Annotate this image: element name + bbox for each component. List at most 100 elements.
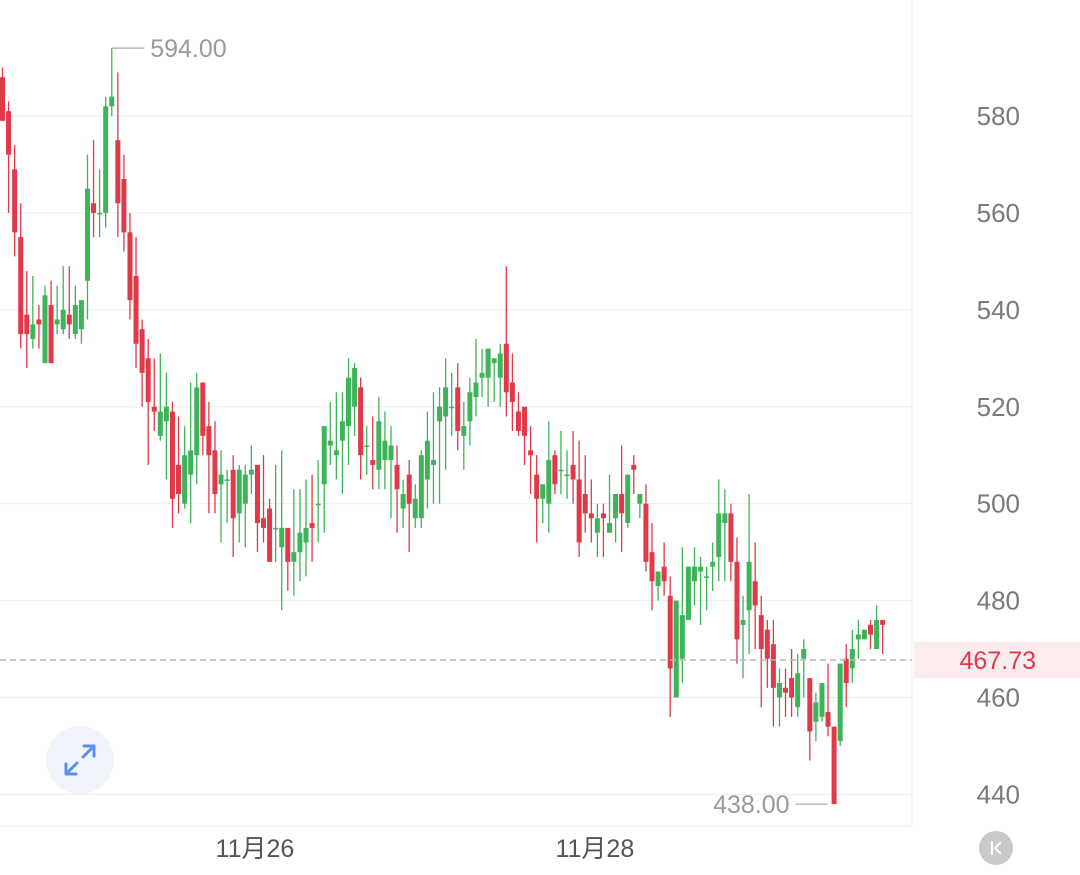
expand-button[interactable] <box>46 726 114 794</box>
candle <box>716 479 722 582</box>
candle-body <box>649 552 655 582</box>
candle-body <box>97 212 103 215</box>
candle-body <box>321 426 327 485</box>
candle <box>6 101 12 213</box>
candle-body <box>6 111 12 155</box>
candle-body <box>200 382 206 436</box>
candle-body <box>558 469 564 472</box>
candle-body <box>145 358 151 402</box>
candle <box>673 600 679 698</box>
candle-body <box>631 464 637 470</box>
candle-body <box>552 455 558 485</box>
candle-body <box>309 523 315 528</box>
candle <box>849 629 855 683</box>
candle-body <box>437 406 443 422</box>
candle <box>807 678 813 761</box>
candle <box>631 455 637 494</box>
candle <box>503 266 509 417</box>
candle-body <box>655 571 661 587</box>
candle-body <box>443 387 449 417</box>
candle <box>66 266 72 339</box>
candle <box>327 401 333 465</box>
candle-body <box>776 682 782 698</box>
candle <box>200 382 206 456</box>
candle-body <box>406 474 412 504</box>
candle <box>382 411 388 490</box>
candle-body <box>60 309 66 330</box>
candle-body <box>503 343 509 393</box>
candle-body <box>491 358 497 364</box>
candle <box>194 372 200 485</box>
candle-body <box>412 498 418 519</box>
candle-body <box>24 314 30 335</box>
candle-body <box>515 411 521 431</box>
candle <box>868 619 874 650</box>
candle-body <box>303 527 309 543</box>
candle-body <box>18 237 24 335</box>
candle-body <box>534 474 540 499</box>
collapse-panel-button[interactable] <box>979 831 1013 865</box>
candle <box>485 348 491 407</box>
candle <box>607 474 612 533</box>
candle <box>188 382 194 524</box>
candle <box>412 484 418 528</box>
y-tick-label: 580 <box>977 101 1020 131</box>
candle-body <box>206 426 212 456</box>
candle-body <box>84 188 90 281</box>
candle-body <box>418 455 424 519</box>
candle <box>801 639 807 698</box>
candle-body <box>169 411 175 499</box>
candle <box>388 426 394 519</box>
candle <box>406 460 412 553</box>
candle-body <box>607 523 612 533</box>
candle-body <box>461 426 467 436</box>
candle <box>661 542 667 596</box>
candle-body <box>394 464 400 490</box>
candle <box>430 392 436 504</box>
candle <box>36 304 42 349</box>
candle <box>333 392 339 480</box>
candle-body <box>358 387 364 456</box>
candle <box>291 489 297 596</box>
candle-body <box>722 513 728 524</box>
candle <box>230 455 236 557</box>
candle-body <box>376 421 382 470</box>
candle-body <box>807 678 813 732</box>
y-tick-label: 540 <box>977 295 1020 325</box>
candle-body <box>789 678 795 698</box>
candle <box>752 542 758 650</box>
candle-body <box>339 421 345 441</box>
candle-body <box>546 460 552 504</box>
candle <box>261 455 267 543</box>
candle-body <box>242 474 248 504</box>
candle <box>394 445 400 533</box>
candle <box>613 493 619 543</box>
x-tick-label: 11月26 <box>216 835 295 863</box>
candle <box>625 474 631 528</box>
candle-body <box>783 687 789 693</box>
candle <box>685 566 691 620</box>
low-marker-label: 438.00 <box>713 791 789 819</box>
candle <box>449 372 455 436</box>
candle <box>236 464 242 543</box>
candle-body <box>528 450 534 456</box>
candle <box>819 682 825 722</box>
candle-body <box>752 581 758 606</box>
candle-body <box>710 561 716 567</box>
candle <box>825 663 831 737</box>
candle <box>18 203 24 349</box>
candle <box>783 668 789 717</box>
candle-body <box>698 566 704 572</box>
candle-body <box>194 387 200 456</box>
candle <box>12 145 18 257</box>
candle <box>467 377 473 446</box>
candle <box>254 464 260 553</box>
candle <box>522 406 528 465</box>
candle-body <box>121 178 127 233</box>
candle-body <box>734 561 740 640</box>
candle-body <box>643 503 649 562</box>
candle-body <box>285 527 291 562</box>
candle-body <box>42 295 48 364</box>
candle-body <box>30 324 36 339</box>
